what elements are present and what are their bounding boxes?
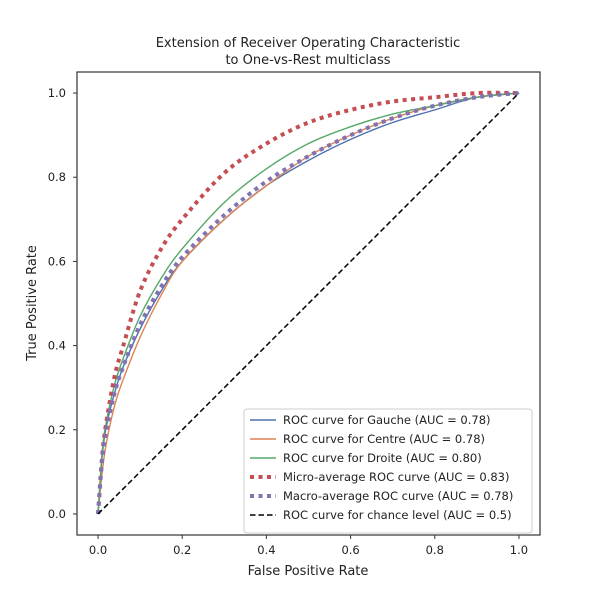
y-tick-label: 0.8 xyxy=(48,170,66,184)
legend-label-roc-curve-for-centre-auc-0-78: ROC curve for Centre (AUC = 0.78) xyxy=(283,432,485,446)
x-axis-label: False Positive Rate xyxy=(248,564,369,579)
x-tick-label: 0.8 xyxy=(426,543,444,557)
series-line-macro-average-roc-curve-auc-0-78 xyxy=(96,91,520,515)
y-tick-label: 1.0 xyxy=(48,86,66,100)
series-line-micro-average-roc-curve-auc-0-83 xyxy=(96,90,519,515)
axes-frame xyxy=(76,71,541,536)
y-axis-label: True Positive Rate xyxy=(25,245,40,362)
chart-title-line-2: to One-vs-Rest multiclass xyxy=(225,53,390,68)
legend-label-macro-average-roc-curve-auc-0-78: Macro-average ROC curve (AUC = 0.78) xyxy=(283,489,513,503)
legend: ROC curve for Gauche (AUC = 0.78) ROC cur… xyxy=(243,408,533,534)
x-tick-label: 1.0 xyxy=(510,543,528,557)
series-line-roc-curve-for-centre-auc-0-78 xyxy=(97,92,520,515)
legend-box xyxy=(243,408,533,534)
y-tick-label: 0.2 xyxy=(48,423,66,437)
y-tick-label: 0.6 xyxy=(48,254,66,268)
chart-title-line-1: Extension of Receiver Operating Characte… xyxy=(156,36,461,51)
plot-area xyxy=(96,90,520,515)
x-tick-label: 0.2 xyxy=(173,543,191,557)
legend-label-roc-curve-for-chance-level-auc-0-5: ROC curve for chance level (AUC = 0.5) xyxy=(283,508,512,522)
y-tick-label: 0.4 xyxy=(48,339,66,353)
x-tick-label: 0.0 xyxy=(89,543,107,557)
x-axis-ticks: 0.0 0.2 0.4 0.6 0.8 1.0 xyxy=(89,535,528,557)
legend-label-roc-curve-for-droite-auc-0-80: ROC curve for Droite (AUC = 0.80) xyxy=(283,451,482,465)
x-tick-label: 0.4 xyxy=(257,543,275,557)
y-axis-ticks: 0.0 0.2 0.4 0.6 0.8 1.0 xyxy=(48,86,77,521)
legend-label-micro-average-roc-curve-auc-0-83: Micro-average ROC curve (AUC = 0.83) xyxy=(283,470,510,484)
legend-label-roc-curve-for-gauche-auc-0-78: ROC curve for Gauche (AUC = 0.78) xyxy=(283,413,491,427)
y-tick-label: 0.0 xyxy=(48,507,66,521)
series-line-roc-curve-for-chance-level-auc-0-5 xyxy=(97,92,520,515)
x-tick-label: 0.6 xyxy=(341,543,359,557)
